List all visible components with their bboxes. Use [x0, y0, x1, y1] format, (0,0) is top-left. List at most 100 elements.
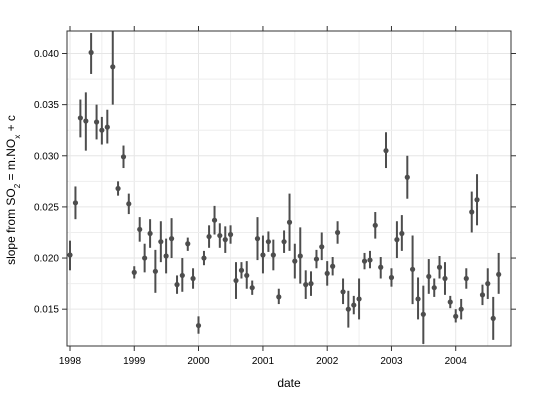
data-point — [223, 237, 228, 242]
data-point — [266, 239, 271, 244]
y-tick-label: 0.030 — [34, 151, 59, 162]
data-point — [271, 252, 276, 257]
y-axis-label-middle: = m.NO — [4, 139, 18, 184]
data-point — [137, 227, 142, 232]
y-tick-label: 0.035 — [34, 100, 59, 111]
data-point — [164, 253, 169, 258]
data-point — [314, 256, 319, 261]
data-point — [356, 296, 361, 301]
data-point — [480, 292, 485, 297]
data-point — [158, 239, 163, 244]
data-point — [319, 244, 324, 249]
data-point — [442, 276, 447, 281]
data-point — [410, 267, 415, 272]
y-tick-label: 0.015 — [34, 305, 59, 316]
y-tick-label: 0.025 — [34, 202, 59, 213]
plot-frame — [67, 31, 511, 346]
y-axis-label: slope from SO2 = m.NOx + c — [4, 115, 22, 265]
data-point — [217, 233, 222, 238]
data-point — [426, 274, 431, 279]
data-point — [459, 307, 464, 312]
data-point — [180, 273, 185, 278]
data-point — [281, 239, 286, 244]
data-point — [287, 220, 292, 225]
data-point — [292, 259, 297, 264]
data-point — [89, 50, 94, 55]
grid-lines — [67, 31, 511, 346]
data-point — [453, 314, 458, 319]
data-point — [206, 234, 211, 239]
data-point — [405, 175, 410, 180]
data-point — [298, 253, 303, 258]
data-points — [67, 50, 501, 328]
data-point — [233, 278, 238, 283]
data-point — [169, 236, 174, 241]
x-tick-label: 2000 — [187, 356, 210, 367]
data-point — [325, 271, 330, 276]
x-tick-label: 1999 — [123, 356, 146, 367]
data-point — [415, 296, 420, 301]
y-axis-label-suffix: + c — [4, 115, 18, 135]
x-tick-labels: 1998 1999 2000 2001 2002 2003 2004 — [59, 356, 467, 367]
data-point — [250, 285, 255, 290]
data-point — [201, 255, 206, 260]
data-point — [389, 275, 394, 280]
data-point — [244, 273, 249, 278]
x-tick-label: 2001 — [252, 356, 275, 367]
data-point — [239, 268, 244, 273]
data-point — [126, 201, 131, 206]
data-point — [147, 231, 152, 236]
data-point — [73, 200, 78, 205]
data-point — [196, 323, 201, 328]
data-point — [260, 252, 265, 257]
data-point — [115, 186, 120, 191]
data-point — [78, 115, 83, 120]
data-point — [335, 230, 340, 235]
data-point — [464, 276, 469, 281]
data-point — [67, 252, 72, 257]
data-point — [496, 272, 501, 277]
x-tick-label: 2004 — [445, 356, 468, 367]
data-point — [367, 257, 372, 262]
data-point — [212, 218, 217, 223]
data-point — [83, 118, 88, 123]
data-point — [432, 285, 437, 290]
data-point — [491, 316, 496, 321]
data-point — [346, 307, 351, 312]
y-tick-label: 0.040 — [34, 49, 59, 60]
data-point — [448, 299, 453, 304]
data-point — [474, 197, 479, 202]
x-tick-label: 2002 — [316, 356, 339, 367]
data-point — [485, 281, 490, 286]
data-point — [383, 148, 388, 153]
x-axis-label: date — [277, 376, 301, 390]
data-point — [174, 282, 179, 287]
data-point — [399, 231, 404, 236]
data-point — [437, 265, 442, 270]
data-point — [469, 209, 474, 214]
data-point — [330, 264, 335, 269]
y-axis-label-prefix: slope from SO — [4, 188, 18, 265]
data-point — [351, 302, 356, 307]
data-point — [110, 64, 115, 69]
data-point — [105, 125, 110, 130]
data-point — [394, 237, 399, 242]
data-point — [421, 312, 426, 317]
data-point — [190, 276, 195, 281]
data-point — [255, 236, 260, 241]
y-tick-label: 0.020 — [34, 254, 59, 265]
data-point — [378, 265, 383, 270]
data-point — [185, 241, 190, 246]
data-point — [132, 270, 137, 275]
data-point — [276, 294, 281, 299]
y-tick-labels: 0.015 0.020 0.025 0.030 0.035 0.040 — [34, 49, 59, 316]
data-point — [373, 223, 378, 228]
data-point — [303, 282, 308, 287]
data-point — [99, 128, 104, 133]
x-tick-label: 2003 — [380, 356, 403, 367]
data-point — [142, 255, 147, 260]
x-tick-label: 1998 — [59, 356, 82, 367]
data-point — [340, 289, 345, 294]
data-point — [228, 232, 233, 237]
